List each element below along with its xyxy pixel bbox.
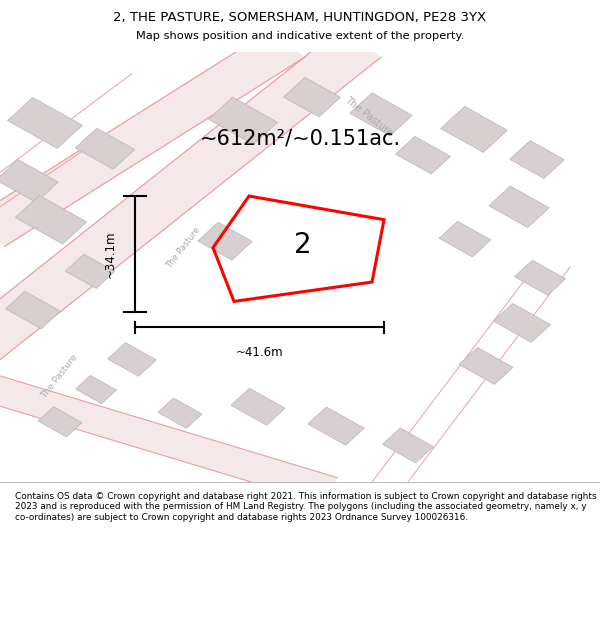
- Polygon shape: [395, 136, 451, 174]
- Polygon shape: [515, 261, 565, 295]
- Text: Contains OS data © Crown copyright and database right 2021. This information is : Contains OS data © Crown copyright and d…: [15, 492, 596, 522]
- Text: 2: 2: [293, 231, 311, 259]
- Polygon shape: [493, 304, 551, 343]
- Polygon shape: [489, 186, 549, 228]
- Text: 2, THE PASTURE, SOMERSHAM, HUNTINGDON, PE28 3YX: 2, THE PASTURE, SOMERSHAM, HUNTINGDON, P…: [113, 11, 487, 24]
- Polygon shape: [158, 398, 202, 428]
- Text: The Pasture: The Pasture: [164, 225, 202, 270]
- Polygon shape: [65, 254, 115, 288]
- Text: ~41.6m: ~41.6m: [235, 346, 283, 359]
- Polygon shape: [198, 222, 252, 260]
- Polygon shape: [209, 98, 277, 144]
- Polygon shape: [5, 291, 61, 329]
- Polygon shape: [0, 374, 338, 504]
- Polygon shape: [441, 106, 507, 152]
- Polygon shape: [16, 196, 86, 244]
- Polygon shape: [439, 221, 491, 257]
- Polygon shape: [510, 141, 564, 178]
- Polygon shape: [308, 407, 364, 445]
- Polygon shape: [108, 342, 156, 376]
- Polygon shape: [284, 78, 340, 117]
- Polygon shape: [0, 30, 381, 367]
- Polygon shape: [8, 98, 82, 148]
- Text: Map shows position and indicative extent of the property.: Map shows position and indicative extent…: [136, 31, 464, 41]
- Polygon shape: [0, 159, 58, 202]
- Text: ~34.1m: ~34.1m: [104, 231, 117, 278]
- Polygon shape: [459, 348, 513, 384]
- Polygon shape: [38, 407, 82, 437]
- Text: The Pasture: The Pasture: [343, 95, 395, 138]
- Polygon shape: [383, 428, 433, 463]
- Text: ~612m²/~0.151ac.: ~612m²/~0.151ac.: [199, 128, 401, 148]
- Polygon shape: [350, 93, 412, 136]
- Text: The Pasture: The Pasture: [40, 353, 80, 401]
- Polygon shape: [76, 376, 116, 404]
- Polygon shape: [0, 29, 305, 246]
- Polygon shape: [76, 128, 134, 169]
- Polygon shape: [231, 388, 285, 425]
